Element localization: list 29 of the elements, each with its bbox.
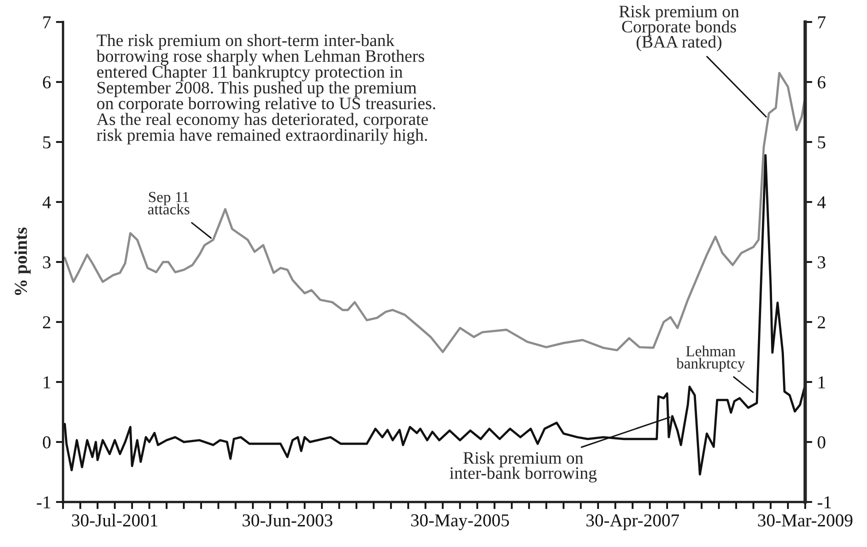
y2-tick-label: 0 <box>818 436 826 448</box>
y2-tick-label: 5 <box>818 136 826 148</box>
x-tick-label: 30-May-2005 <box>411 514 509 530</box>
y-tick-label: 6 <box>42 76 51 88</box>
y2-tick-label: -1 <box>818 496 831 508</box>
y-tick-label: 1 <box>44 376 50 388</box>
y2-tick-label: 6 <box>818 76 826 88</box>
x-tick-label: 30-Jun-2003 <box>242 514 332 526</box>
y2-tick-label: 2 <box>818 316 826 328</box>
series-label: Risk premium on inter-bank borrowing <box>450 452 597 483</box>
y2-tick-label: 1 <box>818 376 825 388</box>
text: Risk premium on Corporate bonds (BAA rated) <box>619 5 740 52</box>
y-axis-title: % points <box>14 228 31 295</box>
annotation: The risk premium on short-term inter-bank borrowing rose sharply when Lehman Brothers entered Chapter 11 bankruptcy protection in September 2008. This pushed up the premium on corporate borrowing relative to US treasuries. As the real economy has deteriorated, corporate risk premia have remained extraordinarily high. <box>96 34 436 144</box>
y-tick-label: 4 <box>42 196 51 208</box>
y-tick-label: 2 <box>42 316 50 328</box>
y2-tick-label: 3 <box>818 256 826 268</box>
x-tick-label: 30-Jul-2001 <box>72 514 158 526</box>
x-tick-label: 30-Mar-2009 <box>758 514 852 526</box>
y2-tick-label: 4 <box>817 196 826 208</box>
y-tick-label: -1 <box>36 496 50 508</box>
x-tick-label: 30-Apr-2007 <box>586 514 680 530</box>
y-tick-label: 5 <box>43 136 51 148</box>
y2-tick-label: 7 <box>818 16 826 28</box>
annotation: Sep 11 attacks <box>148 192 190 214</box>
y-tick-label: 7 <box>43 16 51 28</box>
y-tick-label: 0 <box>42 436 51 448</box>
y-tick-label: 3 <box>43 256 51 268</box>
annotation: Lehman bankruptcy <box>676 346 745 372</box>
